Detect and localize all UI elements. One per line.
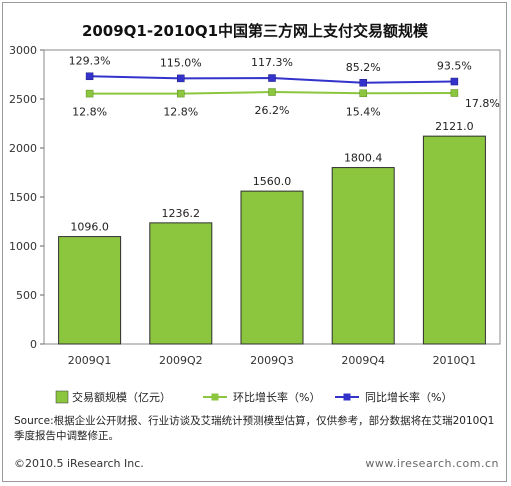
line-point	[177, 74, 185, 83]
line-value-label: 129.3%	[69, 54, 111, 67]
line-point	[268, 74, 276, 82]
bar-value-label: 2121.0	[435, 120, 474, 133]
bar	[422, 135, 486, 345]
y-tick-label: 2000	[9, 142, 37, 155]
x-tick-label: 2009Q4	[341, 354, 385, 367]
y-axis: 0 500 1000 1500 2000 2500 3000	[9, 44, 44, 351]
line-value-label: 17.8%	[465, 97, 500, 110]
legend-swatch-marker	[211, 393, 219, 401]
copyright: ©2010.5 iResearch Inc.	[14, 457, 144, 470]
line-value-label: 15.4%	[346, 105, 381, 118]
bar-value-label: 1096.0	[70, 221, 109, 234]
line-point	[85, 89, 94, 98]
line-point	[359, 79, 367, 87]
line-point	[450, 89, 459, 97]
y-tick-label: 3000	[9, 44, 37, 57]
source-note: Source:根据企业公开财报、行业访谈及艾瑞统计预测模型估算，仅供参考，部分数…	[14, 415, 495, 442]
website: www.iresearch.com.cn	[365, 457, 499, 470]
line-value-label: 117.3%	[251, 56, 293, 69]
line-point	[268, 88, 276, 96]
legend: 交易额规模（亿元） 环比增长率（%） 同比增长率（%）	[55, 390, 452, 404]
y-tick-label: 500	[16, 289, 37, 302]
legend-swatch-marker	[343, 393, 351, 401]
bar	[240, 190, 304, 345]
line-point	[359, 89, 367, 98]
line-point	[177, 89, 185, 98]
line-value-label: 12.8%	[163, 106, 198, 119]
legend-swatch-bar	[55, 390, 69, 404]
line-point	[450, 77, 459, 86]
line-series: 12.8% 12.8% 26.2% 15.4% 17.8% 129.3% 115.0% 117…	[69, 54, 500, 118]
bar-series: 1096.0 1236.2 1560.0 1800.4 2121.0	[58, 120, 486, 345]
line-value-label: 93.5%	[437, 60, 472, 73]
x-tick-label: 2009Q3	[250, 354, 294, 367]
bar	[149, 222, 213, 345]
x-axis: 2009Q1 2009Q2 2009Q3 2009Q4 2010Q1	[68, 354, 476, 367]
line-value-label: 26.2%	[255, 104, 290, 117]
bar-value-label: 1560.0	[253, 175, 292, 188]
x-tick-label: 2009Q1	[68, 354, 112, 367]
bar-value-label: 1236.2	[162, 207, 201, 220]
line-value-label: 115.0%	[160, 56, 202, 69]
y-tick-label: 1000	[9, 240, 37, 253]
x-tick-label: 2010Q1	[433, 354, 477, 367]
legend-label: 环比增长率（%）	[233, 390, 320, 404]
line-point	[85, 72, 94, 81]
line-value-label: 85.2%	[346, 61, 381, 74]
legend-label: 同比增长率（%）	[365, 390, 452, 404]
x-tick-label: 2009Q2	[159, 354, 203, 367]
y-tick-label: 2500	[9, 93, 37, 106]
y-tick-label: 1500	[9, 191, 37, 204]
legend-label: 交易额规模（亿元）	[72, 390, 171, 404]
bar	[58, 236, 122, 345]
chart-title: 2009Q1-2010Q1中国第三方网上支付交易额规模	[82, 22, 429, 40]
y-tick-label: 0	[30, 338, 37, 351]
bar-value-label: 1800.4	[344, 152, 383, 165]
bar	[331, 167, 395, 345]
line-value-label: 12.8%	[72, 106, 107, 119]
